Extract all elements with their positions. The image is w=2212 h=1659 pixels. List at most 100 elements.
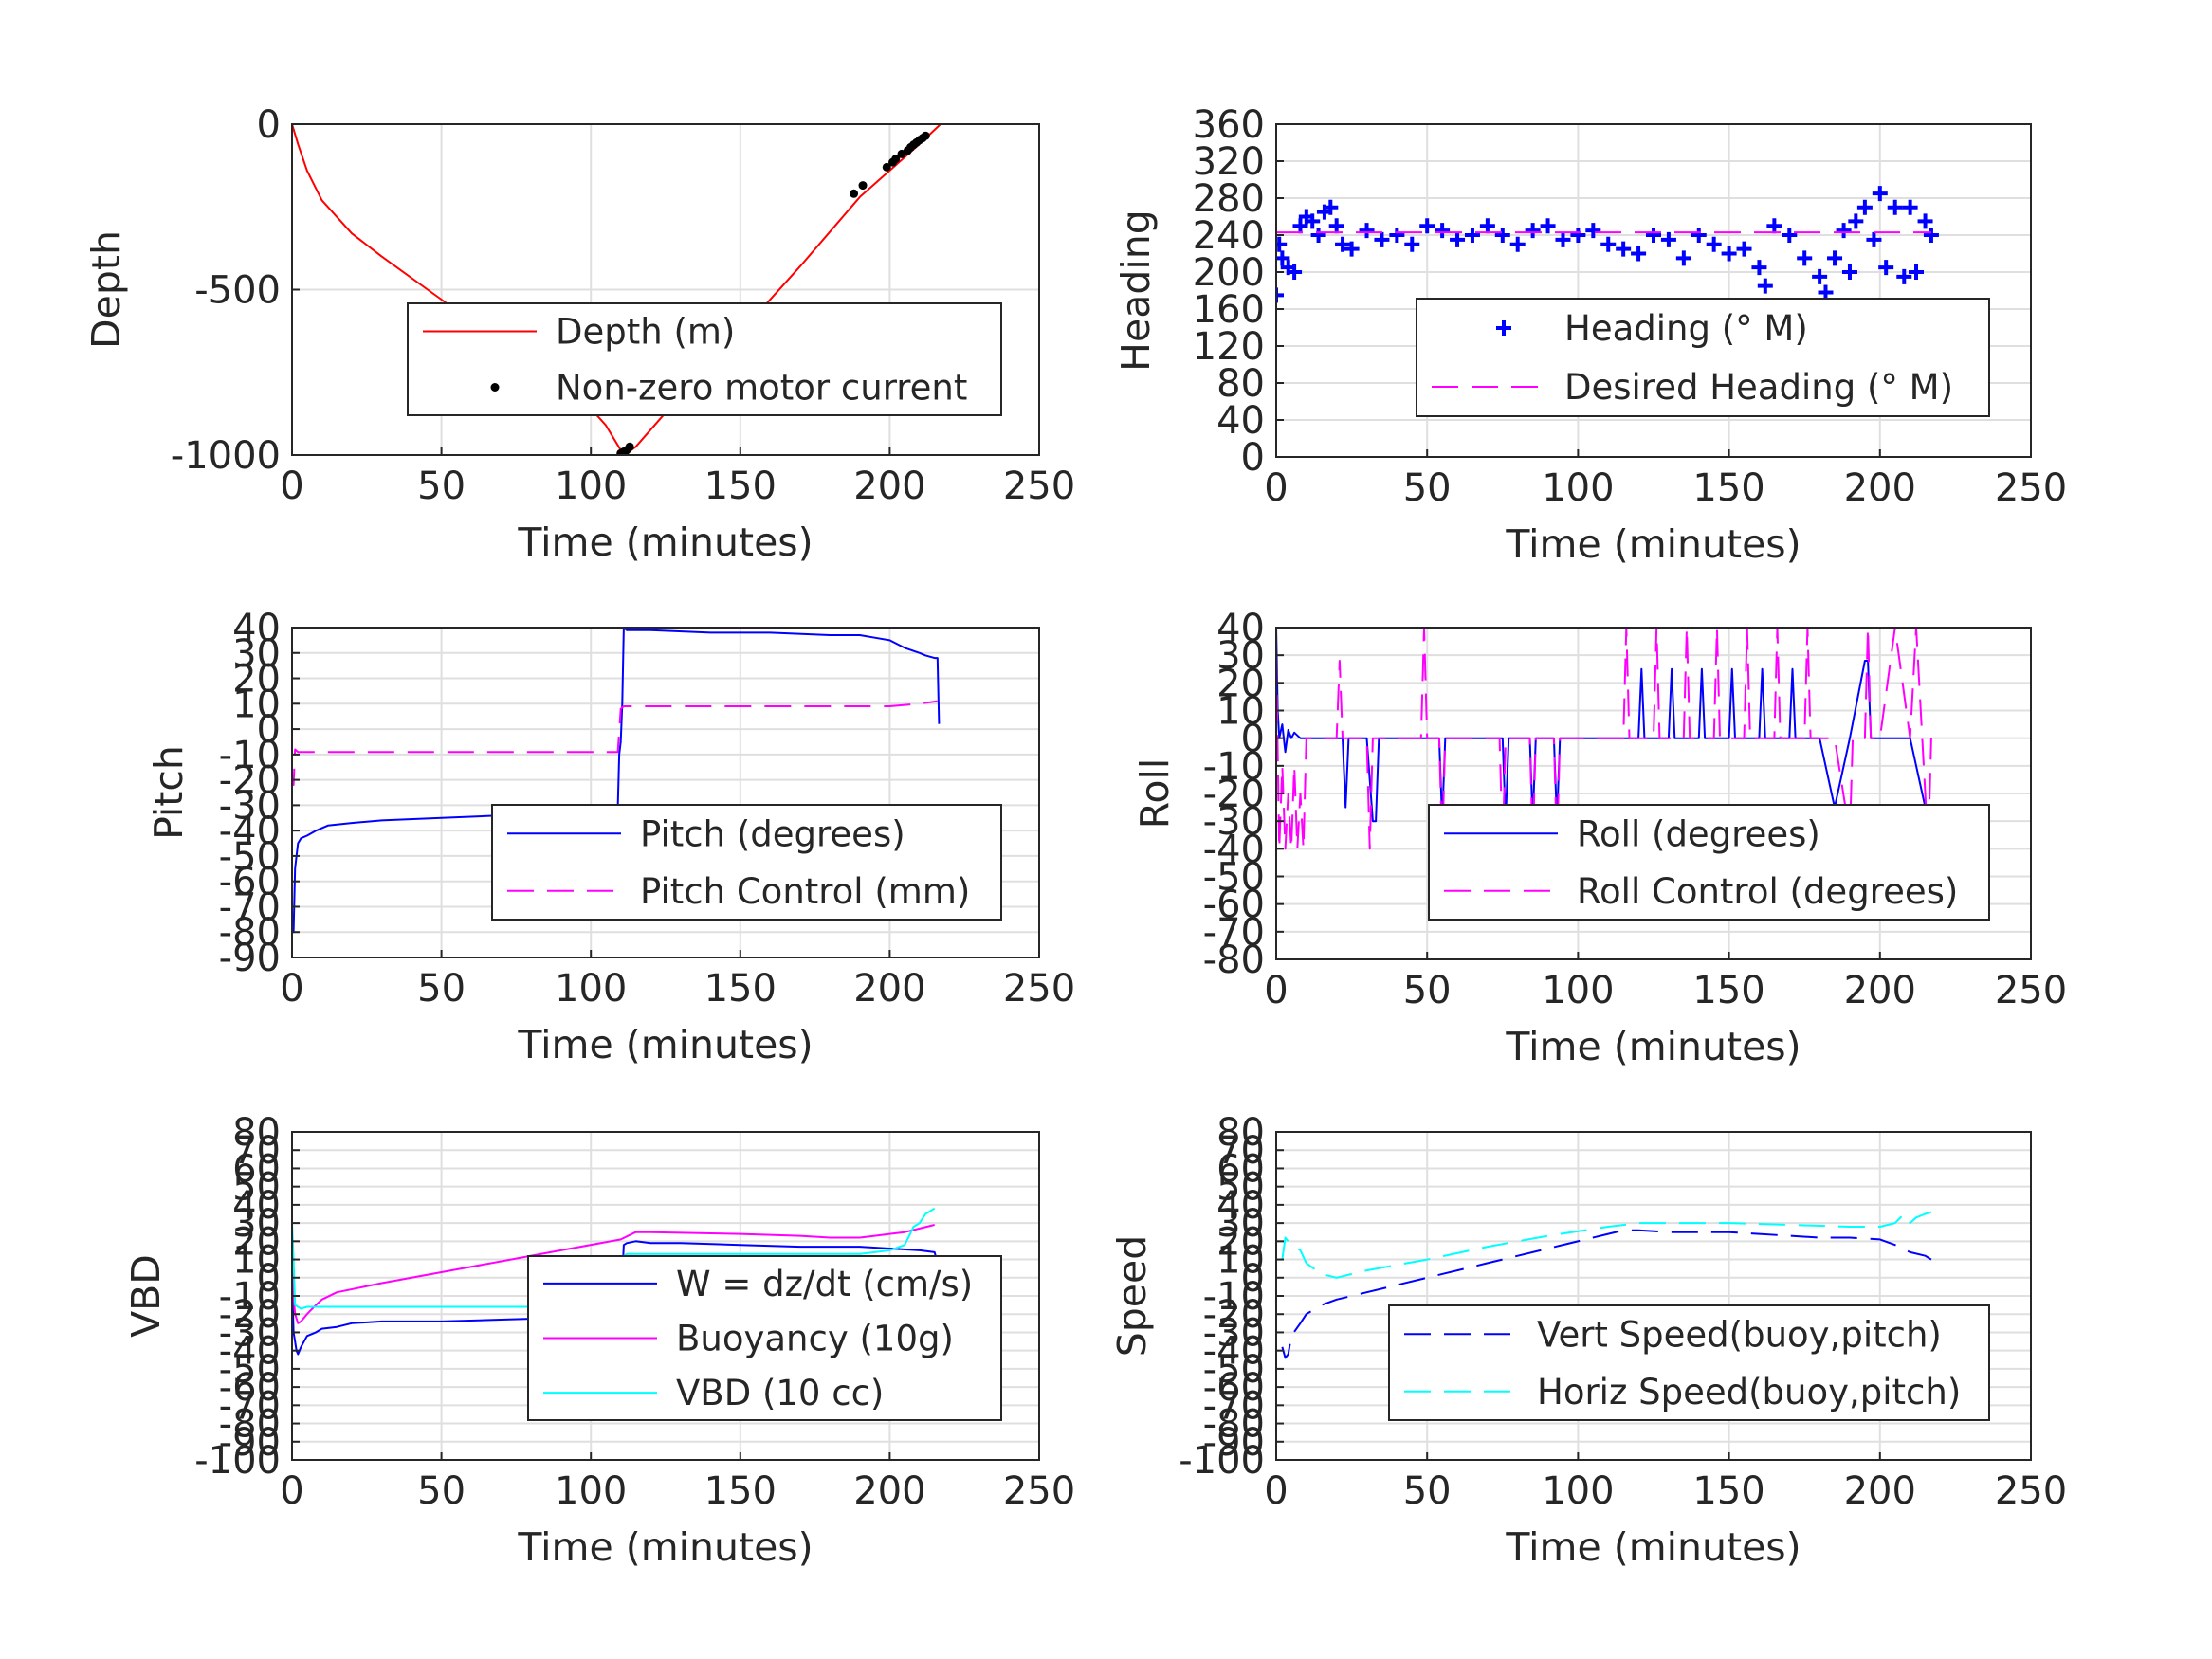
data-point-plus xyxy=(1276,236,1288,252)
data-point-plus xyxy=(1631,246,1647,262)
series-line-2 xyxy=(292,1224,935,1324)
data-point-plus xyxy=(1736,241,1752,257)
y-tick-label: -50 xyxy=(1203,1348,1265,1392)
y-tick-label: -40 xyxy=(219,1330,281,1374)
y-tick-label: 70 xyxy=(1216,1129,1265,1173)
data-point-plus xyxy=(1818,284,1834,301)
y-axis-label: Depth xyxy=(83,230,129,349)
subplot-1: 0 50 100 150 200 250 -1000 -500 0 Time (minutes) D… xyxy=(83,103,1075,565)
x-tick-label: 150 xyxy=(704,1469,777,1513)
data-point-plus xyxy=(1751,260,1767,276)
data-point-plus xyxy=(1878,260,1894,276)
x-tick-label: 0 xyxy=(1264,466,1288,510)
data-point-plus xyxy=(1841,264,1857,280)
data-point-plus xyxy=(1555,231,1571,247)
series-line-2 xyxy=(1281,1211,1932,1279)
x-axis-label: Time (minutes) xyxy=(1505,1024,1801,1069)
y-tick-label: -20 xyxy=(219,1293,281,1337)
data-point-plus xyxy=(1923,228,1939,243)
y-tick-label: 30 xyxy=(232,1202,281,1246)
y-tick-label: -20 xyxy=(1203,1293,1265,1337)
legend-entry-label: Depth (m) xyxy=(556,312,735,353)
y-tick-label: 240 xyxy=(1193,214,1265,258)
legend-box xyxy=(407,302,1002,416)
x-tick-label: 250 xyxy=(1003,967,1075,1011)
legend-swatch xyxy=(1496,320,1511,336)
data-point-plus xyxy=(1706,236,1722,252)
series-line-2 xyxy=(1276,628,1932,850)
data-layer xyxy=(292,628,941,934)
y-tick-label: 40 xyxy=(1216,1184,1265,1228)
y-tick-label: 80 xyxy=(1216,362,1265,406)
series-line-1 xyxy=(292,124,941,455)
y-tick-label: -10 xyxy=(219,1275,281,1319)
x-tick-label: 250 xyxy=(1995,466,2067,510)
y-tick-label: 10 xyxy=(232,1239,281,1283)
legend: Heading (° M) Desired Heading (° M) xyxy=(1416,298,1990,417)
y-axis-label: Speed xyxy=(1109,1235,1155,1358)
y-tick-label: -40 xyxy=(219,810,281,853)
y-tick-label: -60 xyxy=(1203,1366,1265,1410)
y-axis-label: Roll xyxy=(1132,758,1178,830)
y-tick-label: 360 xyxy=(1193,103,1265,147)
y-tick-label: 70 xyxy=(232,1129,281,1173)
data-point-plus xyxy=(1848,213,1864,229)
y-tick-label: 50 xyxy=(1216,1166,1265,1210)
data-point-plus xyxy=(1310,228,1326,243)
series-line-1 xyxy=(1281,1229,1932,1359)
data-point-plus xyxy=(1450,231,1466,247)
subplot-6: 0 50 100 150 200 250-100-90-80-70-60-50-40-30… xyxy=(1109,1111,2067,1570)
data-point-plus xyxy=(1660,231,1676,247)
data-layer xyxy=(1276,186,1939,303)
y-tick-label: 30 xyxy=(1216,1202,1265,1246)
y-tick-label: 50 xyxy=(232,1166,281,1210)
x-tick-label: 100 xyxy=(1542,969,1614,1012)
y-tick-label: -90 xyxy=(219,1421,281,1465)
y-tick-label: -10 xyxy=(1203,745,1265,789)
legend-entry-label: VBD (10 cc) xyxy=(676,1373,884,1413)
y-tick-label: -500 xyxy=(194,269,281,313)
data-point-plus xyxy=(1305,213,1321,229)
x-tick-label: 150 xyxy=(1692,969,1764,1012)
legend: Roll (degrees) Roll Control (degrees) xyxy=(1428,804,1990,921)
x-tick-label: 150 xyxy=(704,967,777,1011)
x-tick-label: 50 xyxy=(417,465,466,508)
legend-box xyxy=(1428,804,1990,921)
data-point xyxy=(921,131,930,140)
x-tick-label: 0 xyxy=(280,465,303,508)
y-tick-label: -30 xyxy=(1203,1311,1265,1355)
y-tick-label: -40 xyxy=(1203,828,1265,871)
x-tick-label: 200 xyxy=(853,967,925,1011)
legend: Depth (m) Non-zero motor current xyxy=(407,302,1002,416)
y-tick-label: 0 xyxy=(257,1257,281,1301)
x-axis-label: Time (minutes) xyxy=(517,1022,813,1067)
series-line-1 xyxy=(292,628,941,934)
legend: Pitch (degrees) Pitch Control (mm) xyxy=(491,804,1002,921)
y-tick-label: 20 xyxy=(232,658,281,702)
y-tick-label: 80 xyxy=(1216,1111,1265,1155)
x-axis-label: Time (minutes) xyxy=(517,1524,813,1570)
y-tick-label: -80 xyxy=(1203,939,1265,982)
y-tick-label: 60 xyxy=(232,1147,281,1191)
x-tick-label: 100 xyxy=(555,967,627,1011)
y-tick-label: -70 xyxy=(219,1384,281,1428)
data-point-plus xyxy=(1287,264,1303,280)
data-point-plus xyxy=(1909,264,1925,280)
y-tick-label: -80 xyxy=(219,1403,281,1447)
y-axis-label: VBD xyxy=(123,1254,169,1338)
series-line-2 xyxy=(292,700,938,786)
x-tick-label: 100 xyxy=(1542,1469,1614,1513)
y-tick-label: 20 xyxy=(1216,1220,1265,1264)
y-tick-label: 10 xyxy=(1216,1239,1265,1283)
y-tick-label: -10 xyxy=(219,734,281,777)
data-point-plus xyxy=(1827,250,1843,266)
data-layer xyxy=(292,124,941,455)
y-tick-label: -90 xyxy=(1203,1421,1265,1465)
legend-entry-label: Pitch Control (mm) xyxy=(640,871,970,912)
data-point-plus xyxy=(1404,236,1420,252)
data-point-plus xyxy=(1540,218,1556,234)
x-tick-label: 250 xyxy=(1995,1469,2067,1513)
x-tick-label: 200 xyxy=(1844,969,1916,1012)
y-tick-label: 60 xyxy=(1216,1147,1265,1191)
